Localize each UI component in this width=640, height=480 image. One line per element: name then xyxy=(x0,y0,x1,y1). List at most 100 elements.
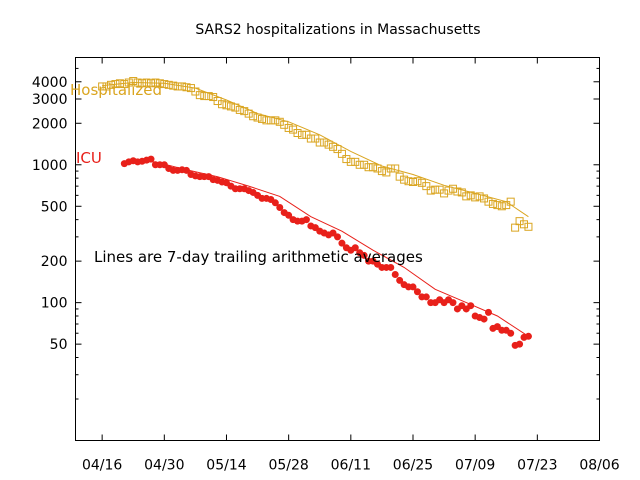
data-point xyxy=(453,187,462,196)
data-point xyxy=(351,157,360,166)
data-point xyxy=(444,186,453,195)
series-hospitalized xyxy=(98,77,533,232)
y-tick-label: 500 xyxy=(41,199,68,215)
data-point xyxy=(493,201,502,210)
data-point xyxy=(391,270,399,278)
data-point xyxy=(302,216,310,224)
data-point xyxy=(448,184,457,193)
data-point xyxy=(183,166,191,174)
data-point xyxy=(266,116,275,125)
data-point xyxy=(138,79,147,88)
data-point xyxy=(440,189,449,198)
data-point xyxy=(355,160,364,169)
y-tick-label: 3000 xyxy=(32,92,68,108)
data-point xyxy=(129,77,138,86)
data-point xyxy=(507,329,515,337)
data-point xyxy=(120,80,129,89)
data-point xyxy=(369,163,378,172)
data-point xyxy=(462,192,471,201)
y-tick-label: 100 xyxy=(41,296,68,312)
series-icu xyxy=(120,155,532,349)
data-point xyxy=(107,80,116,89)
x-tick-label: 04/16 xyxy=(82,458,122,474)
data-point xyxy=(480,315,488,323)
data-point xyxy=(169,81,178,90)
data-point xyxy=(334,233,341,241)
data-point xyxy=(146,79,155,88)
data-point xyxy=(391,164,400,173)
data-point xyxy=(497,202,506,211)
data-point xyxy=(408,178,417,187)
data-point xyxy=(466,191,475,200)
data-point xyxy=(400,175,409,184)
series-label-hospitalized: Hospitalized xyxy=(70,81,162,99)
data-point xyxy=(231,103,240,112)
data-point xyxy=(222,101,231,110)
data-point xyxy=(285,211,293,219)
x-tick-label: 06/11 xyxy=(331,458,371,474)
avg-line-hospitalized xyxy=(102,81,529,218)
data-point xyxy=(98,82,107,91)
data-point xyxy=(284,123,293,132)
avg-line-icu xyxy=(124,161,529,337)
data-point xyxy=(200,92,209,101)
data-point xyxy=(111,80,120,89)
data-point xyxy=(373,164,382,173)
data-point xyxy=(488,199,497,208)
data-point xyxy=(413,177,422,186)
data-point xyxy=(338,239,346,247)
data-point xyxy=(431,185,440,194)
data-point xyxy=(276,203,284,211)
data-point xyxy=(524,332,532,340)
plot-frame xyxy=(75,57,600,441)
data-point xyxy=(351,244,359,252)
data-point xyxy=(173,82,182,91)
y-tick-label: 50 xyxy=(50,337,68,353)
data-point xyxy=(324,140,333,149)
data-point xyxy=(484,197,493,206)
data-point xyxy=(377,167,386,176)
data-point xyxy=(258,114,267,123)
x-tick-label: 08/06 xyxy=(579,458,619,474)
data-point xyxy=(364,163,373,172)
data-point xyxy=(235,105,244,114)
data-point xyxy=(244,109,253,118)
data-point xyxy=(271,199,279,207)
data-point xyxy=(253,113,262,122)
data-point xyxy=(484,308,492,316)
data-point xyxy=(386,164,395,173)
chart-annotation: Lines are 7-day trailing arithmetic aver… xyxy=(94,248,423,266)
data-point xyxy=(147,155,155,163)
data-point xyxy=(520,220,529,229)
data-point xyxy=(275,117,284,126)
data-point xyxy=(413,288,421,296)
data-point xyxy=(422,182,431,191)
chart-title: SARS2 hospitalizations in Massachusetts xyxy=(195,22,480,38)
data-point xyxy=(249,112,258,121)
data-point xyxy=(467,302,475,310)
data-point xyxy=(511,223,520,232)
data-point xyxy=(395,172,404,181)
data-point xyxy=(218,100,227,109)
x-tick-label: 05/28 xyxy=(268,458,308,474)
y-tick-label: 200 xyxy=(41,254,68,270)
data-point xyxy=(449,299,457,307)
x-tick-label: 04/30 xyxy=(144,458,184,474)
data-point xyxy=(329,142,338,151)
data-point xyxy=(178,82,187,91)
data-point xyxy=(155,79,164,88)
data-point xyxy=(297,130,306,139)
data-point xyxy=(360,251,368,259)
data-point xyxy=(346,157,355,166)
data-point xyxy=(342,155,351,164)
data-point xyxy=(333,145,342,154)
data-point xyxy=(182,83,191,92)
data-point xyxy=(142,78,151,87)
data-point xyxy=(320,138,329,147)
y-tick-label: 1000 xyxy=(32,158,68,174)
x-tick-label: 07/09 xyxy=(455,458,495,474)
data-point xyxy=(195,91,204,100)
data-point xyxy=(271,116,280,125)
